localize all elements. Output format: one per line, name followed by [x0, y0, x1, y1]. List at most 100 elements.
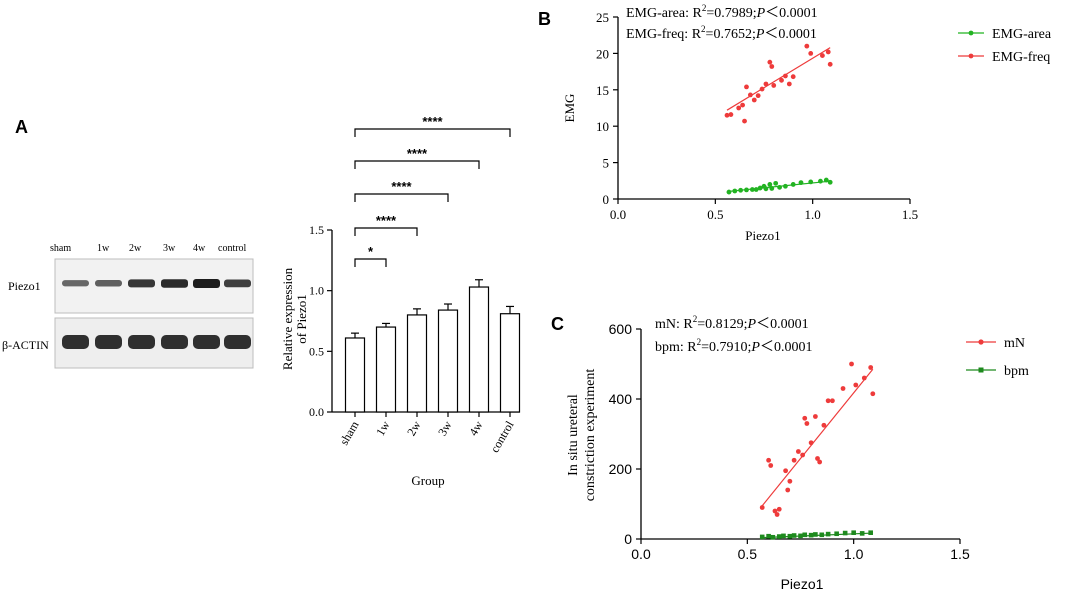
data-point: [769, 64, 775, 69]
data-point: [840, 386, 846, 391]
significance-bracket: [354, 258, 387, 267]
bar: [375, 326, 397, 413]
data-point: [842, 530, 848, 536]
legend-marker-mn: [978, 339, 984, 345]
data-point: [744, 187, 749, 193]
y-tick-label: 5: [603, 156, 610, 171]
piezo1-band: [62, 280, 89, 287]
data-point: [791, 533, 797, 538]
x-tick-label: 0.5: [707, 207, 723, 222]
legend-marker-emg-freq: [968, 53, 974, 59]
data-point: [815, 456, 820, 461]
data-point: [766, 533, 771, 539]
data-point: [834, 531, 839, 537]
data-point: [813, 532, 818, 537]
data-point: [753, 187, 759, 192]
actin-band: [62, 335, 89, 349]
fit-line: [726, 47, 831, 111]
legend-marker-bpm: [978, 367, 984, 373]
annotation-bpm: bpm: R2=0.7910;P＜0.0001: [655, 337, 812, 355]
y-tick-label: 15: [596, 83, 609, 98]
data-point: [783, 468, 789, 474]
data-point: [830, 398, 835, 404]
data-point: [749, 187, 755, 192]
data-point: [776, 506, 782, 512]
y-tick-label: 1.0: [309, 284, 324, 298]
bar: [499, 313, 521, 413]
blot-lane-label: 1w: [97, 243, 110, 254]
legend-label-emg-freq: EMG-freq: [992, 50, 1050, 65]
piezo1-band: [224, 279, 251, 288]
data-point: [790, 74, 796, 80]
data-point: [819, 532, 825, 538]
data-point: [777, 184, 782, 190]
data-point: [726, 189, 732, 195]
data-point: [786, 81, 792, 87]
y-tick-label: 20: [596, 46, 609, 61]
data-point: [868, 530, 873, 535]
data-point: [861, 375, 867, 381]
data-point: [772, 508, 778, 514]
data-point: [728, 112, 734, 117]
bar: [468, 286, 490, 413]
data-point: [802, 532, 808, 538]
blot-lane-label: control: [218, 243, 247, 254]
actin-band: [193, 335, 220, 349]
data-point: [747, 92, 753, 98]
x-tick-label: 1.0: [805, 207, 821, 222]
data-point: [759, 86, 765, 92]
blot-row-label-piezo1: Piezo1: [8, 279, 41, 293]
x-tick-label: 0.5: [738, 546, 758, 562]
legend: EMG-area EMG-freq: [958, 27, 1052, 65]
data-point: [795, 449, 801, 454]
blot-lane-label: 4w: [193, 243, 206, 254]
data-point: [781, 533, 786, 539]
x-tick-label: 1.5: [950, 546, 970, 562]
data-point: [849, 361, 854, 367]
data-point: [724, 112, 730, 118]
actin-band: [95, 335, 122, 349]
x-tick-label: 2w: [404, 418, 424, 438]
y-tick-label: 0.5: [309, 344, 324, 358]
significance-bracket: [354, 227, 418, 236]
scatter-chart-b: 0.0 0.5 1.0 1.5 0 5 10 15 20 25 EMG Piezo1 EMG-ar…: [562, 3, 1052, 243]
data-point: [759, 505, 765, 510]
data-point: [798, 180, 804, 186]
data-point: [818, 178, 823, 184]
blot-lane-label: 3w: [163, 243, 176, 254]
data-point: [787, 533, 793, 539]
blot-lane-label: 2w: [129, 243, 142, 254]
bar-chart-a: 0.00.51.01.5 sham 1w 2w 3w 4w control *******…: [280, 114, 521, 488]
legend-label-mn: mN: [1004, 336, 1025, 351]
data-point: [787, 478, 793, 484]
y-axis-title-line2: constriction experiment: [583, 369, 598, 502]
data-point: [767, 182, 773, 187]
bar: [344, 337, 366, 413]
data-point: [791, 457, 797, 463]
y-axis-title-line2: of Piezo1: [294, 294, 309, 343]
significance-label: ****: [422, 114, 443, 129]
data-point: [825, 49, 831, 55]
data-point: [738, 187, 744, 193]
data-point: [870, 391, 876, 397]
data-point: [766, 457, 771, 463]
data-point: [740, 102, 745, 108]
data-point: [859, 531, 865, 536]
panel-letter-a: A: [15, 117, 28, 137]
y-tick-label: 400: [609, 391, 633, 407]
data-point: [825, 531, 831, 537]
data-point: [804, 43, 810, 49]
data-point: [802, 415, 808, 421]
annotation-emg-area: EMG-area: R2=0.7989;P＜0.0001: [626, 3, 818, 21]
data-point: [776, 534, 782, 539]
annotation-mn: mN: R2=0.8129;P＜0.0001: [655, 314, 809, 332]
data-point: [759, 534, 765, 540]
data-point: [783, 73, 788, 79]
x-tick-label: sham: [337, 418, 362, 448]
x-axis-title: Group: [411, 473, 444, 488]
data-point: [763, 81, 769, 87]
significance-bracket: [354, 160, 480, 169]
blot-lane-label: sham: [50, 243, 71, 254]
